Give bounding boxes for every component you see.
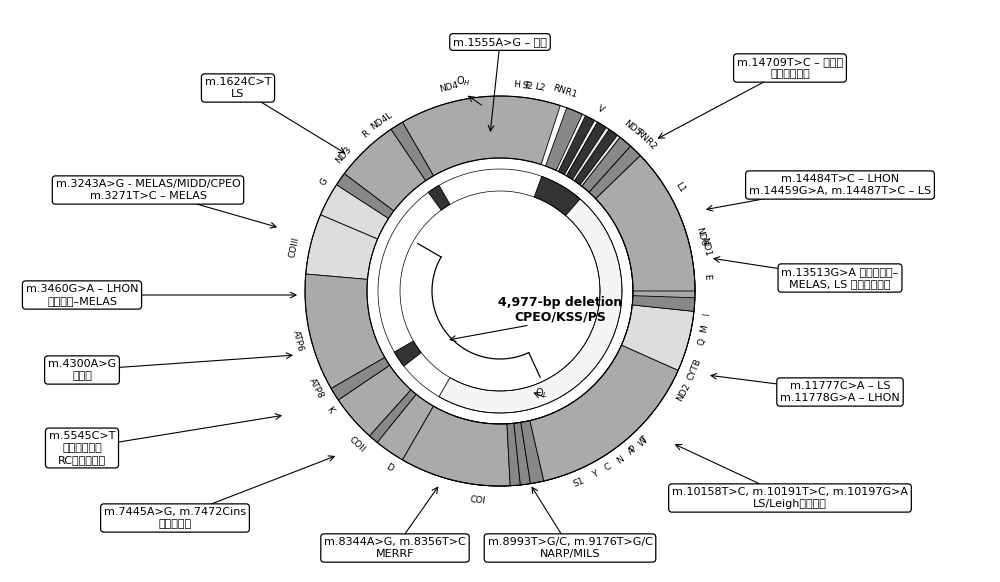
Text: CYTB: CYTB — [686, 357, 703, 382]
Text: RNR2: RNR2 — [634, 128, 658, 152]
Text: R: R — [360, 128, 371, 139]
Text: COII: COII — [347, 435, 367, 454]
Text: Y: Y — [591, 469, 600, 480]
Text: P: P — [628, 445, 638, 455]
Text: m.7445A>G, m.7472Cins
耳聋，肌病: m.7445A>G, m.7472Cins 耳聋，肌病 — [104, 507, 246, 529]
Text: COI: COI — [470, 495, 486, 505]
Wedge shape — [402, 406, 510, 486]
Text: m.11777C>A – LS
m.11778G>A – LHON: m.11777C>A – LS m.11778G>A – LHON — [780, 381, 900, 403]
Wedge shape — [439, 185, 622, 413]
Wedge shape — [331, 357, 390, 400]
Wedge shape — [622, 305, 694, 370]
Wedge shape — [428, 185, 450, 210]
Wedge shape — [514, 423, 531, 485]
Text: ND5: ND5 — [622, 118, 643, 137]
Wedge shape — [613, 353, 672, 395]
Text: M: M — [699, 324, 710, 333]
Text: D: D — [384, 462, 395, 473]
Wedge shape — [589, 146, 640, 198]
Text: Q: Q — [697, 337, 707, 346]
Wedge shape — [558, 116, 595, 175]
Text: S1: S1 — [572, 476, 586, 489]
Text: m.14484T>C – LHON
m.14459G>A, m.14487T>C – LS: m.14484T>C – LHON m.14459G>A, m.14487T>C… — [749, 174, 931, 196]
Text: 4,977-bp deletion
CPEO/KSS/PS: 4,977-bp deletion CPEO/KSS/PS — [498, 296, 622, 324]
Wedge shape — [632, 264, 694, 279]
Text: m.5545C>T
多系统紊乱，
RC细胞综合征: m.5545C>T 多系统紊乱， RC细胞综合征 — [49, 431, 115, 464]
Text: ND3: ND3 — [334, 145, 354, 165]
Text: H: H — [513, 80, 520, 90]
Text: N: N — [615, 454, 626, 465]
Wedge shape — [545, 108, 582, 171]
Wedge shape — [596, 155, 695, 291]
Wedge shape — [534, 176, 580, 215]
Text: I: I — [702, 313, 711, 317]
Text: m.14709T>C – 肌病，
无力，糖尿病: m.14709T>C – 肌病， 无力，糖尿病 — [737, 57, 843, 79]
Text: O$_H$: O$_H$ — [456, 74, 470, 88]
Wedge shape — [566, 122, 606, 179]
Wedge shape — [321, 185, 388, 239]
Text: L2: L2 — [533, 83, 546, 93]
Wedge shape — [338, 365, 411, 436]
Wedge shape — [617, 274, 695, 382]
Text: K: K — [324, 405, 335, 416]
Text: ND4: ND4 — [439, 80, 460, 94]
Wedge shape — [305, 274, 385, 389]
Text: ATP6: ATP6 — [291, 329, 305, 353]
Wedge shape — [336, 173, 394, 219]
Wedge shape — [306, 215, 378, 279]
Text: m.8344A>G, m.8356T>C
MERRF: m.8344A>G, m.8356T>C MERRF — [324, 537, 466, 559]
Text: ND2: ND2 — [675, 382, 692, 403]
Wedge shape — [582, 137, 630, 192]
Wedge shape — [514, 423, 531, 485]
Text: RNR1: RNR1 — [552, 83, 578, 100]
Wedge shape — [594, 153, 690, 261]
Text: C: C — [603, 462, 613, 473]
Text: A: A — [626, 445, 637, 456]
Wedge shape — [582, 137, 628, 191]
Wedge shape — [391, 122, 434, 181]
Text: m.13513G>A 和其它突变–
MELAS, LS 和重叠综合征: m.13513G>A 和其它突变– MELAS, LS 和重叠综合征 — [781, 267, 899, 289]
Text: m.10158T>C, m.10191T>C, m.10197G>A
LS/Leigh样综合征: m.10158T>C, m.10191T>C, m.10197G>A LS/Le… — [672, 487, 908, 509]
Wedge shape — [507, 423, 520, 486]
Text: O$_L$: O$_L$ — [535, 386, 548, 400]
Text: E: E — [702, 274, 711, 280]
Wedge shape — [402, 122, 695, 486]
Text: V: V — [596, 104, 606, 115]
Wedge shape — [370, 390, 416, 442]
Wedge shape — [394, 341, 421, 366]
Wedge shape — [530, 345, 678, 481]
Text: G: G — [319, 176, 330, 187]
Text: COIII: COIII — [288, 236, 301, 258]
Text: m.1555A>G – 耳聋: m.1555A>G – 耳聋 — [453, 37, 547, 47]
Text: ND6: ND6 — [694, 226, 708, 248]
Text: ATP8: ATP8 — [307, 377, 325, 400]
Wedge shape — [344, 129, 426, 211]
Wedge shape — [560, 405, 600, 465]
Wedge shape — [403, 96, 560, 176]
Text: ND4L: ND4L — [369, 111, 394, 132]
Text: m.3460G>A – LHON
几种突变–MELAS: m.3460G>A – LHON 几种突变–MELAS — [26, 284, 138, 306]
Text: F: F — [524, 81, 530, 91]
Wedge shape — [521, 410, 589, 484]
Text: T: T — [639, 435, 649, 445]
Wedge shape — [377, 395, 433, 460]
Wedge shape — [433, 416, 520, 486]
Text: m.3243A>G - MELAS/MIDD/CPEO
m.3271T>C – MELAS: m.3243A>G - MELAS/MIDD/CPEO m.3271T>C – … — [56, 179, 240, 201]
Text: ND1: ND1 — [699, 237, 712, 258]
Wedge shape — [569, 361, 665, 458]
Wedge shape — [521, 421, 544, 484]
Wedge shape — [632, 296, 695, 311]
Text: W: W — [637, 435, 649, 448]
Wedge shape — [589, 146, 638, 197]
Text: m.4300A>G
心肌病: m.4300A>G 心肌病 — [48, 359, 116, 381]
Text: L1: L1 — [674, 180, 687, 194]
Wedge shape — [574, 129, 617, 184]
Wedge shape — [630, 250, 693, 270]
Text: m.1624C>T
LS: m.1624C>T LS — [205, 77, 271, 99]
Text: S2: S2 — [521, 80, 533, 91]
Text: m.8993T>G/C, m.9176T>G/C
NARP/MILS: m.8993T>G/C, m.9176T>G/C NARP/MILS — [488, 537, 652, 559]
